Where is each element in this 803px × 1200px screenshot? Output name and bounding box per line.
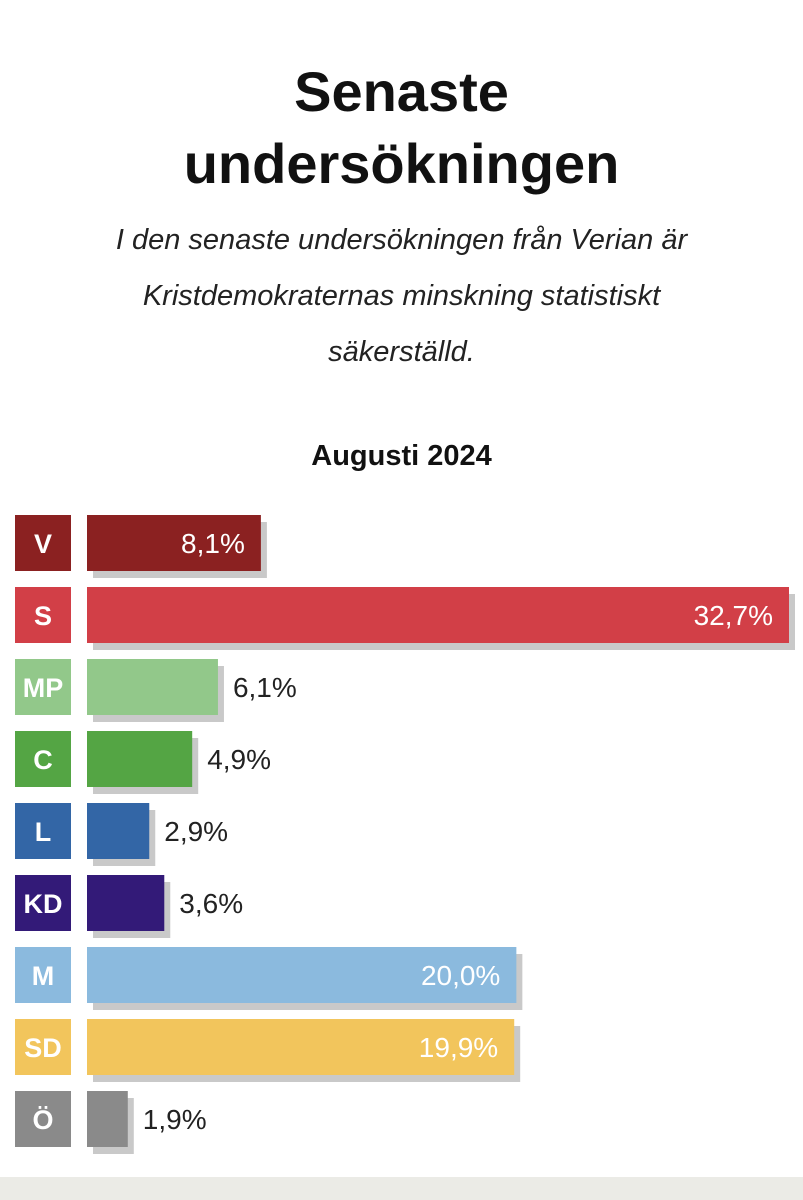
footer-strip [0,1177,803,1200]
party-label-m: M [32,961,55,991]
bar-kd [87,875,165,931]
party-label-kd: KD [24,889,63,919]
period-label: Augusti 2024 [311,440,492,472]
party-box-v [15,515,71,571]
party-label-s: S [34,601,52,631]
party-box-kd [15,875,71,931]
title-line-1: Senaste [294,60,509,123]
party-box-l [15,803,71,859]
bar-sd [87,1019,515,1075]
value-label-l: 2,9% [164,816,228,847]
value-label-o: 1,9% [143,1104,207,1135]
title-line-2: undersökningen [183,132,620,195]
value-label-sd: 19,9% [419,1032,498,1063]
bar-o [87,1091,128,1147]
chart-subtitle: I den senaste undersökningen från Verian… [40,212,763,380]
bar-m [87,947,517,1003]
party-label-mp: MP [23,673,64,703]
party-label-c: C [33,745,53,775]
party-box-sd [15,1019,71,1075]
bar-chart: V 8,1% S 32,7% MP 6,1% C 4,9% L 2,9% KD 3,6% M 20,0% S… [15,515,795,1154]
party-box-m [15,947,71,1003]
chart-title: Senaste undersökningen [0,56,803,200]
party-box-mp [15,659,71,715]
party-box-o [15,1091,71,1147]
bar-v [87,515,261,571]
value-label-v: 8,1% [181,528,245,559]
bar-s [87,587,789,643]
subtitle-line-1: I den senaste undersökningen från Verian… [115,224,688,256]
party-label-o: Ö [32,1105,53,1135]
bar-c [87,731,193,787]
value-label-mp: 6,1% [233,672,297,703]
value-label-m: 20,0% [421,960,500,991]
bar-mp [87,659,218,715]
party-label-sd: SD [24,1033,62,1063]
party-label-v: V [34,529,52,559]
party-label-l: L [35,817,52,847]
subtitle-line-3: säkerställd. [328,336,475,368]
bar-l [87,803,150,859]
subtitle-line-2: Kristdemokraternas minskning statistiskt [142,280,661,312]
value-label-s: 32,7% [694,600,773,631]
value-label-c: 4,9% [207,744,271,775]
party-box-c [15,731,71,787]
value-label-kd: 3,6% [179,888,243,919]
party-box-s [15,587,71,643]
